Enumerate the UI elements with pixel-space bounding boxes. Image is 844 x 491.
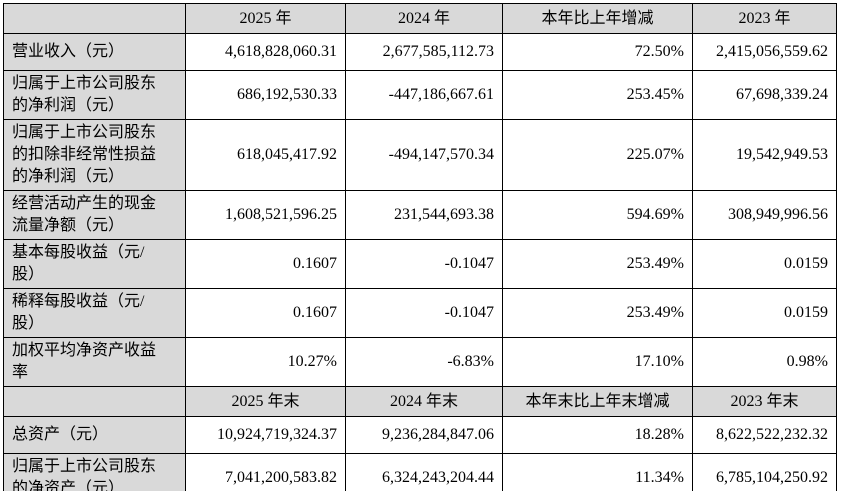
row-label: 稀释每股收益（元/ 股） (3, 288, 186, 338)
cell-2024: -0.1047 (345, 288, 503, 338)
annual-header-row: 2025 年 2024 年 本年比上年增减 2023 年 (3, 3, 837, 34)
cell-change: 17.10% (502, 337, 693, 387)
row-label: 总资产（元） (3, 416, 186, 454)
cell-change: 18.28% (502, 416, 693, 454)
row-label: 营业收入（元） (3, 33, 186, 71)
cell-2023: 19,542,949.53 (692, 119, 837, 191)
cell-2024: 9,236,284,847.06 (345, 416, 503, 454)
row-label: 归属于上市公司股东 的净资产（元） (3, 453, 186, 491)
cell-2024: -447,186,667.61 (345, 70, 503, 120)
table-row-weighted-avg-roe: 加权平均净资产收益 率 10.27% -6.83% 17.10% 0.98% (3, 337, 837, 387)
cell-change: 72.50% (502, 33, 693, 71)
cell-2025: 618,045,417.92 (185, 119, 346, 191)
cell-2024: 6,324,243,204.44 (345, 453, 503, 491)
cell-2024: -494,147,570.34 (345, 119, 503, 191)
annual-header-change: 本年比上年增减 (502, 3, 693, 34)
cell-2023: 0.0159 (692, 239, 837, 289)
table-row-revenue: 营业收入（元） 4,618,828,060.31 2,677,585,112.7… (3, 33, 837, 71)
cell-2025: 0.1607 (185, 288, 346, 338)
row-label: 基本每股收益（元/ 股） (3, 239, 186, 289)
cell-2025: 4,618,828,060.31 (185, 33, 346, 71)
row-label: 归属于上市公司股东 的净利润（元） (3, 70, 186, 120)
table-row-diluted-eps: 稀释每股收益（元/ 股） 0.1607 -0.1047 253.49% 0.01… (3, 288, 837, 338)
period-end-header-blank-cell (3, 386, 186, 417)
row-label: 归属于上市公司股东 的扣除非经常性损益 的净利润（元） (3, 119, 186, 191)
row-label: 经营活动产生的现金 流量净额（元） (3, 190, 186, 240)
cell-change: 594.69% (502, 190, 693, 240)
cell-change: 253.49% (502, 239, 693, 289)
table-row-basic-eps: 基本每股收益（元/ 股） 0.1607 -0.1047 253.49% 0.01… (3, 239, 837, 289)
annual-header-blank-cell (3, 3, 186, 34)
cell-2025: 1,608,521,596.25 (185, 190, 346, 240)
cell-2023: 308,949,996.56 (692, 190, 837, 240)
table-row-net-profit-excl-nonrecurring: 归属于上市公司股东 的扣除非经常性损益 的净利润（元） 618,045,417.… (3, 119, 837, 191)
period-end-header-2024: 2024 年末 (345, 386, 503, 417)
period-end-header-row: 2025 年末 2024 年末 本年末比上年末增减 2023 年末 (3, 386, 837, 417)
cell-change: 253.49% (502, 288, 693, 338)
cell-2025: 10.27% (185, 337, 346, 387)
cell-2024: 2,677,585,112.73 (345, 33, 503, 71)
annual-header-2025: 2025 年 (185, 3, 346, 34)
period-end-header-change: 本年末比上年末增减 (502, 386, 693, 417)
cell-2023: 6,785,104,250.92 (692, 453, 837, 491)
cell-2024: -0.1047 (345, 239, 503, 289)
cell-2023: 8,622,522,232.32 (692, 416, 837, 454)
cell-2023: 0.98% (692, 337, 837, 387)
period-end-header-2025: 2025 年末 (185, 386, 346, 417)
cell-2025: 10,924,719,324.37 (185, 416, 346, 454)
annual-header-2024: 2024 年 (345, 3, 503, 34)
table-row-net-assets: 归属于上市公司股东 的净资产（元） 7,041,200,583.82 6,324… (3, 453, 837, 491)
table-row-operating-cash-flow: 经营活动产生的现金 流量净额（元） 1,608,521,596.25 231,5… (3, 190, 837, 240)
cell-2025: 0.1607 (185, 239, 346, 289)
cell-2024: 231,544,693.38 (345, 190, 503, 240)
row-label: 加权平均净资产收益 率 (3, 337, 186, 387)
annual-header-2023: 2023 年 (692, 3, 837, 34)
cell-2024: -6.83% (345, 337, 503, 387)
financial-summary-table: 2025 年 2024 年 本年比上年增减 2023 年 营业收入（元） 4,6… (3, 3, 837, 491)
table-row-total-assets: 总资产（元） 10,924,719,324.37 9,236,284,847.0… (3, 416, 837, 454)
cell-change: 11.34% (502, 453, 693, 491)
cell-change: 253.45% (502, 70, 693, 120)
cell-2025: 7,041,200,583.82 (185, 453, 346, 491)
cell-change: 225.07% (502, 119, 693, 191)
cell-2023: 67,698,339.24 (692, 70, 837, 120)
table-row-net-profit: 归属于上市公司股东 的净利润（元） 686,192,530.33 -447,18… (3, 70, 837, 120)
cell-2023: 0.0159 (692, 288, 837, 338)
cell-2025: 686,192,530.33 (185, 70, 346, 120)
cell-2023: 2,415,056,559.62 (692, 33, 837, 71)
period-end-header-2023: 2023 年末 (692, 386, 837, 417)
